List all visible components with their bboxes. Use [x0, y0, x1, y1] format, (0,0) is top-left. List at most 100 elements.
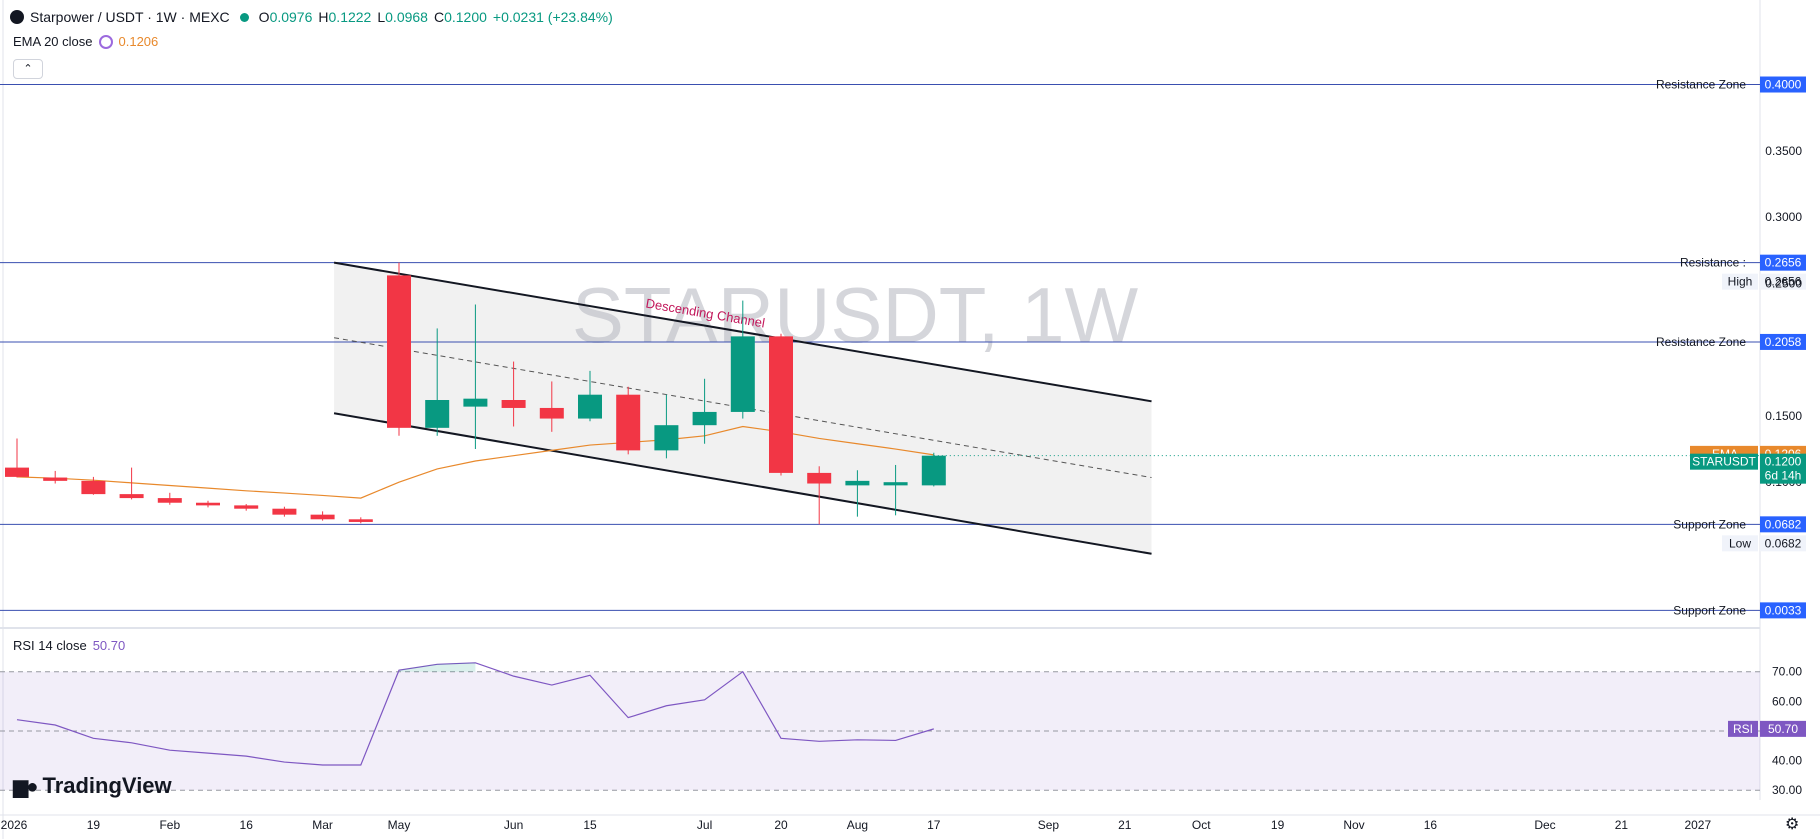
candle-body — [807, 472, 832, 484]
level-price-tag — [1760, 602, 1806, 619]
candle-body — [845, 480, 870, 486]
level-extra-name: Low — [1729, 536, 1751, 550]
candle-body — [730, 336, 755, 412]
candle-body — [463, 398, 488, 407]
time-axis-tick: Oct — [1192, 818, 1211, 832]
level-price-label: 0.2058 — [1765, 335, 1802, 349]
level-extra-name: High — [1728, 275, 1753, 289]
ema-legend[interactable]: EMA 20 close 0.1206 — [13, 34, 158, 49]
level-name-label: Resistance Zone — [1656, 78, 1746, 92]
starpower-logo-icon — [10, 10, 24, 24]
tradingview-logo[interactable]: ▆● TradingView — [13, 773, 172, 799]
time-axis-tick: Nov — [1343, 818, 1364, 832]
time-axis-tick: 16 — [1424, 818, 1438, 832]
candle-body — [348, 519, 373, 522]
rsi-value-tag — [1760, 720, 1806, 737]
time-axis-tick: Aug — [847, 818, 868, 832]
candle-body — [272, 508, 297, 515]
tradingview-mark-icon: ▆● — [13, 775, 39, 798]
candle-body — [119, 494, 144, 499]
time-axis-tick: Dec — [1534, 818, 1555, 832]
candle-body — [196, 502, 220, 506]
collapse-legend-button[interactable]: ⌃ — [13, 59, 43, 79]
candle-body — [539, 407, 564, 419]
level-name-label: Support Zone — [1673, 603, 1746, 617]
price-axis-tick: 0.3000 — [1765, 210, 1802, 224]
price-change: +0.0231 (+23.84%) — [492, 9, 613, 25]
time-axis-tick: 2027 — [1684, 818, 1711, 832]
price-axis-tick: 0.2500 — [1765, 276, 1802, 290]
ema-legend-label: EMA 20 close — [13, 34, 93, 49]
candle-body — [654, 425, 679, 451]
candle-body — [769, 336, 793, 473]
rsi-axis-tick: 70.00 — [1772, 665, 1802, 679]
level-price-label: 0.0033 — [1765, 603, 1802, 617]
price-axis-tick: 0.1500 — [1765, 409, 1802, 423]
time-axis-tick: 17 — [927, 818, 941, 832]
channel-lower-line — [333, 412, 1152, 555]
level-name-label: Resistance : — [1680, 256, 1746, 270]
ohlc-low: L0.0968 — [377, 9, 428, 25]
rsi-legend-label: RSI 14 close — [13, 638, 87, 653]
price-axis-tick: 0.3500 — [1765, 144, 1802, 158]
time-axis-tick: 16 — [240, 818, 254, 832]
time-axis-tick: 19 — [87, 818, 101, 832]
time-axis-tick: Mar — [312, 818, 333, 832]
level-price-label: 0.2656 — [1765, 256, 1802, 270]
candle-body — [921, 455, 946, 486]
time-axis-tick: Sep — [1038, 818, 1060, 832]
symbol-price-tag — [1760, 453, 1806, 484]
gear-icon[interactable]: ⚙ — [1785, 816, 1800, 833]
level-price-tag — [1760, 76, 1806, 93]
ema-legend-value: 0.1206 — [118, 34, 159, 49]
market-status-icon — [239, 12, 249, 22]
time-axis-tick: Jun — [504, 818, 523, 832]
rsi-overbought-fill — [437, 662, 476, 672]
level-extra-value: 0.2656 — [1765, 275, 1802, 289]
candle-body — [501, 400, 526, 408]
rsi-name-tag — [1728, 720, 1758, 737]
rsi-value-label: 50.70 — [1768, 722, 1798, 736]
cycle-icon[interactable] — [98, 34, 113, 49]
tradingview-brand-text: TradingView — [42, 773, 172, 798]
candle-body — [234, 505, 259, 509]
candle-body — [387, 275, 411, 428]
time-axis-tick: 20 — [774, 818, 788, 832]
candle-body — [616, 394, 641, 451]
level-name-label: Support Zone — [1673, 517, 1746, 531]
level-extra-tag — [1722, 535, 1758, 552]
rsi-legend[interactable]: RSI 14 close 50.70 — [13, 638, 125, 653]
time-axis-tick: May — [388, 818, 411, 832]
candle-body — [157, 498, 182, 503]
candle-body — [578, 394, 602, 419]
time-axis-tick: 21 — [1118, 818, 1132, 832]
candle-body — [425, 400, 450, 428]
candle-body — [81, 480, 106, 495]
symbol-name-tag — [1690, 453, 1758, 470]
symbol-countdown-label: 6d 14h — [1765, 469, 1802, 483]
level-name-label: Resistance Zone — [1656, 335, 1746, 349]
candle-body — [692, 411, 717, 426]
time-axis-tick: 15 — [583, 818, 597, 832]
candle-body — [310, 514, 335, 520]
ohlc-high: H0.1222 — [318, 9, 372, 25]
time-axis-tick: 21 — [1615, 818, 1629, 832]
time-axis-tick: 2026 — [1, 818, 28, 832]
rsi-overbought-fill — [399, 664, 438, 672]
rsi-name-label: RSI — [1733, 722, 1753, 736]
candle-body — [883, 482, 908, 486]
rsi-axis-tick: 60.00 — [1772, 694, 1802, 708]
level-price-label: 0.0682 — [1765, 517, 1802, 531]
time-axis-tick: 19 — [1271, 818, 1285, 832]
chart-watermark: STARUSDT, 1W — [572, 271, 1139, 359]
candle-body — [43, 477, 68, 481]
level-price-tag — [1760, 333, 1806, 350]
level-extra-tag — [1722, 273, 1758, 290]
symbol-title[interactable]: Starpower / USDT · 1W · MEXC — [30, 9, 230, 25]
level-price-label: 0.4000 — [1765, 78, 1802, 92]
symbol-price-label: 0.1200 — [1765, 455, 1802, 469]
rsi-band-area — [0, 671, 1760, 791]
rsi-axis-tick: 30.00 — [1772, 783, 1802, 797]
candle-body — [5, 467, 29, 477]
